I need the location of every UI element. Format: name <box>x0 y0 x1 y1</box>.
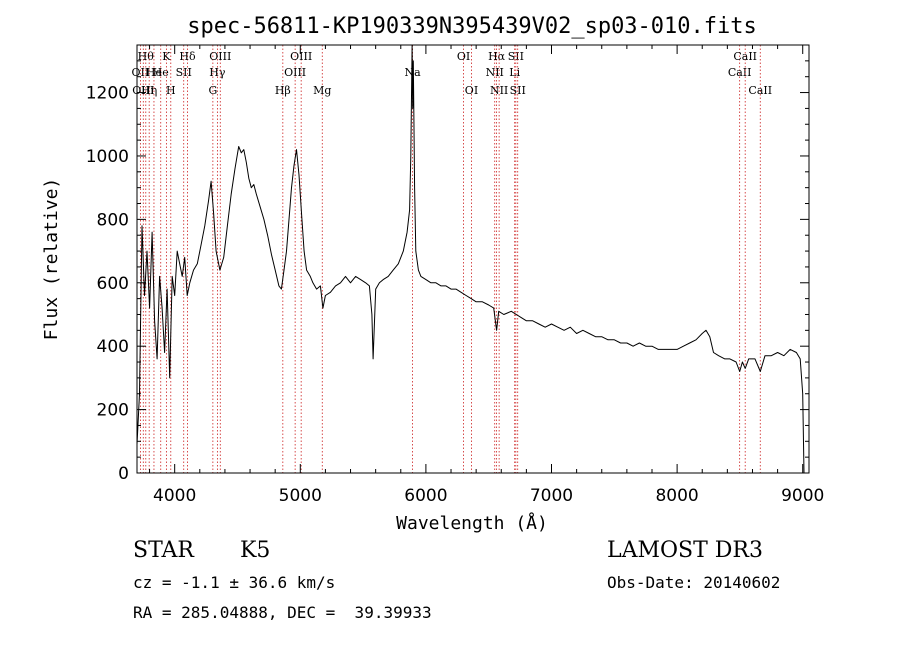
line-marker-label: K <box>162 50 171 63</box>
line-markers: OIIOIIIHθHηHeHeKHSIIHδGHγOIIIHβOIIIOIIIM… <box>132 45 772 473</box>
line-marker-label: Hβ <box>275 84 291 97</box>
line-marker-label: OIII <box>284 66 306 79</box>
y-tick-label: 800 <box>97 210 129 230</box>
x-axis-label: Wavelength (Å) <box>396 512 548 534</box>
line-marker-label: Hθ <box>138 50 155 63</box>
y-tick-label: 200 <box>97 401 129 421</box>
plot-frame <box>136 44 810 474</box>
line-marker-label: H <box>166 84 176 97</box>
redshift-text: cz = -1.1 ± 36.6 km/s <box>133 573 336 592</box>
line-marker-label: He <box>153 66 169 79</box>
line-marker-label: OI <box>465 84 478 97</box>
coordinates-text: RA = 285.04888, DEC = 39.39933 <box>133 603 432 622</box>
x-tick-label: 8000 <box>655 486 698 506</box>
x-tick-label: 5000 <box>279 486 322 506</box>
line-marker-label: NII <box>486 66 504 79</box>
line-marker-label: Hγ <box>209 66 226 79</box>
line-marker-label: OIII <box>290 50 312 63</box>
x-tick-label: 6000 <box>404 486 447 506</box>
spectrum-line-0 <box>136 44 805 474</box>
object-class: STAR <box>133 538 194 563</box>
line-marker-label: OII <box>132 66 150 79</box>
line-marker-label: Mg <box>313 84 331 97</box>
y-axis: 0 200 400 600 800 1000 1200 <box>86 44 809 484</box>
y-tick-label: 1000 <box>86 147 129 167</box>
y-tick-label: 600 <box>97 274 129 294</box>
survey-name: LAMOST DR3 <box>607 538 763 563</box>
y-tick-label: 1200 <box>86 84 129 104</box>
observation-date: Obs-Date: 20140602 <box>607 573 781 592</box>
line-marker-label: Hδ <box>179 50 196 63</box>
line-marker-label: NII <box>490 84 508 97</box>
line-marker-label: SII <box>176 66 192 79</box>
line-marker-label: OI <box>457 50 470 63</box>
x-tick-label: 9000 <box>781 486 824 506</box>
line-marker-label: Hα <box>488 50 506 63</box>
chart-title: spec-56811-KP190339N395439V02_sp03-010.f… <box>187 14 757 39</box>
line-marker-label: SII <box>510 84 526 97</box>
line-marker-label: He <box>146 66 162 79</box>
y-tick-label: 400 <box>97 337 129 357</box>
spectrum-series <box>136 44 805 474</box>
x-tick-label: 4000 <box>153 486 196 506</box>
line-marker-label: CaII <box>728 66 752 79</box>
line-marker-label: SII <box>508 50 524 63</box>
line-marker-label: CaII <box>733 50 757 63</box>
line-marker-label: Hη <box>141 84 157 97</box>
x-tick-label: 7000 <box>530 486 573 506</box>
object-subclass: K5 <box>240 538 271 563</box>
line-marker-label: G <box>208 84 217 97</box>
y-tick-label: 0 <box>118 464 129 484</box>
line-marker-label: Li <box>509 66 520 79</box>
y-axis-label: Flux (relative) <box>41 178 62 341</box>
x-axis: 4000 5000 6000 7000 8000 9000 <box>149 45 824 506</box>
line-marker-label: OIII <box>209 50 231 63</box>
line-marker-label: CaII <box>748 84 772 97</box>
